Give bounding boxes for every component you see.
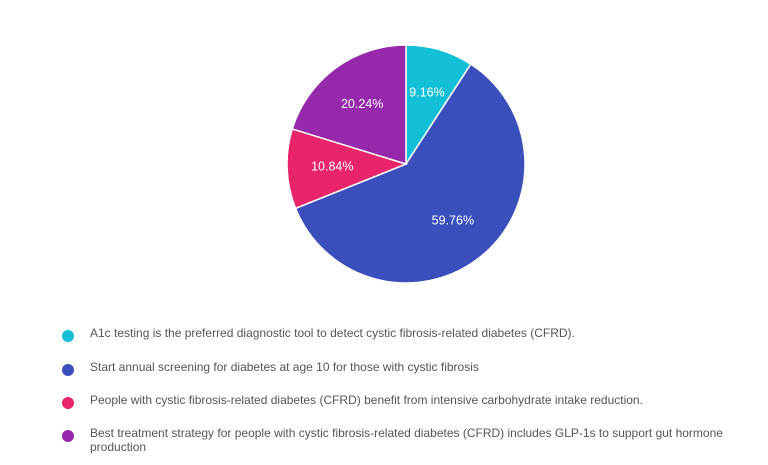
legend-swatch bbox=[62, 430, 74, 442]
legend-label: People with cystic fibrosis-related diab… bbox=[90, 393, 643, 407]
legend-label: A1c testing is the preferred diagnostic … bbox=[90, 326, 575, 340]
legend-item[interactable]: People with cystic fibrosis-related diab… bbox=[62, 393, 643, 409]
pie-slice-label: 9.16% bbox=[409, 86, 444, 100]
pie-slice[interactable] bbox=[291, 44, 407, 166]
legend-label: Start annual screening for diabetes at a… bbox=[90, 360, 479, 374]
legend-item[interactable]: Best treatment strategy for people with … bbox=[62, 426, 752, 454]
pie-slice[interactable] bbox=[294, 63, 526, 284]
legend-item[interactable]: A1c testing is the preferred diagnostic … bbox=[62, 326, 575, 342]
legend-label: Best treatment strategy for people with … bbox=[90, 426, 723, 454]
pie-chart: 9.16% 59.76% 10.84% 20.24% bbox=[286, 44, 526, 284]
pie-slice-label: 59.76% bbox=[432, 213, 474, 227]
pie-slice[interactable] bbox=[286, 128, 409, 210]
legend-swatch bbox=[62, 397, 74, 409]
legend-swatch bbox=[62, 364, 74, 376]
pie-slice-label: 10.84% bbox=[311, 159, 353, 173]
legend-item[interactable]: Start annual screening for diabetes at a… bbox=[62, 360, 479, 376]
pie-slice-label: 20.24% bbox=[341, 97, 383, 111]
pie-slice-labels: 9.16% 59.76% 10.84% 20.24% bbox=[311, 86, 474, 228]
pie-slices bbox=[286, 44, 526, 284]
legend-swatch bbox=[62, 330, 74, 342]
